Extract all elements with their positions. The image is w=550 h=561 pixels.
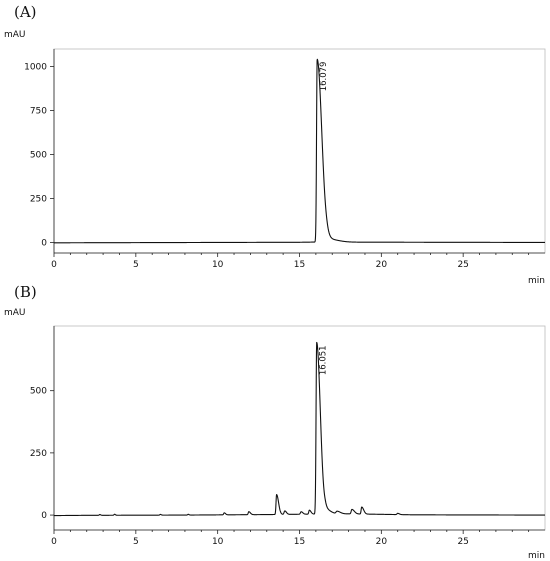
plot-frame bbox=[53, 48, 546, 254]
peak-retention-time-label: 16.051 bbox=[318, 345, 328, 375]
x-tick-label: 15 bbox=[294, 537, 305, 547]
y-tick-group: 0 250 500 bbox=[30, 387, 54, 521]
plot-frame bbox=[53, 325, 546, 531]
x-tick-group: 0 5 10 15 20 25 bbox=[51, 253, 530, 270]
y-tick-label: 1000 bbox=[24, 63, 47, 73]
y-tick-label: 500 bbox=[30, 387, 47, 397]
y-tick-label: 750 bbox=[30, 107, 47, 117]
y-axis-unit-label: mAU bbox=[4, 30, 26, 40]
y-tick-group: 0 250 500 750 1000 bbox=[24, 63, 54, 248]
x-tick-label: 10 bbox=[212, 260, 224, 270]
x-tick-label: 15 bbox=[294, 260, 305, 270]
y-tick-label: 0 bbox=[41, 511, 47, 521]
x-tick-label: 20 bbox=[376, 537, 388, 547]
x-axis-unit-label: min bbox=[528, 276, 545, 286]
y-tick-label: 250 bbox=[30, 449, 47, 459]
y-tick-label: 0 bbox=[41, 238, 47, 248]
panel-label: (A) bbox=[14, 3, 37, 21]
x-tick-label: 20 bbox=[376, 260, 388, 270]
x-tick-label: 5 bbox=[133, 537, 139, 547]
x-tick-label: 5 bbox=[133, 260, 139, 270]
chromatogram-trace bbox=[53, 341, 546, 517]
y-tick-label: 250 bbox=[30, 194, 47, 204]
y-axis-unit-label: mAU bbox=[4, 308, 26, 318]
x-tick-label: 10 bbox=[212, 537, 224, 547]
x-tick-group: 0 5 10 15 20 25 bbox=[51, 530, 530, 547]
chromatogram-panel-a: (A) mAU min 0 5 10 15 20 25 0 250 500 750 1000 16… bbox=[4, 3, 546, 286]
x-axis-unit-label: min bbox=[528, 551, 545, 561]
chromatogram-panel-b: (B) mAU min 0 5 10 15 20 25 0 250 500 16.051 bbox=[4, 283, 546, 561]
x-tick-label: 0 bbox=[51, 537, 57, 547]
x-tick-label: 25 bbox=[457, 537, 468, 547]
x-tick-label: 0 bbox=[51, 260, 57, 270]
peak-retention-time-label: 16.079 bbox=[319, 62, 329, 92]
chromatogram-trace bbox=[53, 58, 546, 244]
panel-label: (B) bbox=[14, 283, 37, 301]
y-tick-label: 500 bbox=[30, 151, 47, 161]
x-tick-label: 25 bbox=[457, 260, 468, 270]
